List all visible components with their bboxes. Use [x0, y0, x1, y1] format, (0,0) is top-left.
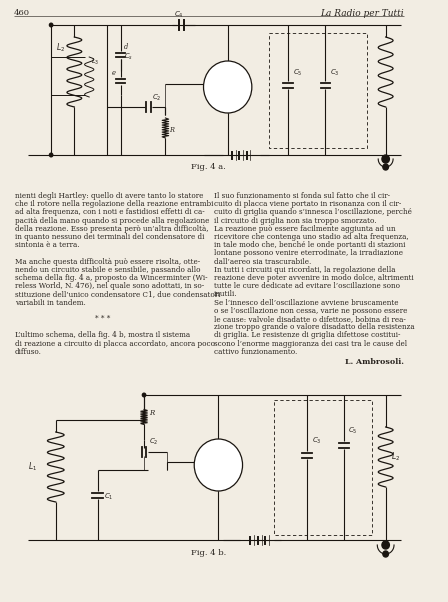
Text: variabili in tandem.: variabili in tandem.	[15, 299, 86, 306]
Text: di reazione a circuito di placca accordato, ancora poco: di reazione a circuito di placca accorda…	[15, 340, 215, 347]
Text: reless World, N. 476), nel quale sono adottati, in so-: reless World, N. 476), nel quale sono ad…	[15, 282, 204, 290]
Text: d: d	[124, 43, 128, 51]
Text: L’ultimo schema, della fig. 4 b, mostra il sistema: L’ultimo schema, della fig. 4 b, mostra …	[15, 331, 190, 340]
Text: in tale modo che, benché le onde portanti di stazioni: in tale modo che, benché le onde portant…	[214, 241, 405, 249]
Text: $C_3$: $C_3$	[330, 68, 340, 78]
Text: le cause: valvole disadatte o difettose, bobina di rea-: le cause: valvole disadatte o difettose,…	[214, 315, 405, 323]
Text: $L_3$: $L_3$	[91, 57, 99, 67]
Text: il circuito di griglia non sia troppo smorzato.: il circuito di griglia non sia troppo sm…	[214, 217, 376, 225]
Text: schema della fig. 4 a, proposto da Wincerminter (Wi-: schema della fig. 4 a, proposto da Wince…	[15, 274, 207, 282]
Text: cuito di griglia quando s’innesca l’oscillazione, perché: cuito di griglia quando s’innesca l’osci…	[214, 208, 412, 216]
Text: ricevitore che contenga uno stadio ad alta frequenza,: ricevitore che contenga uno stadio ad al…	[214, 233, 409, 241]
Text: $C_2$: $C_2$	[152, 93, 162, 103]
Text: nendo un circuito stabile e sensibile, passando allo: nendo un circuito stabile e sensibile, p…	[15, 266, 200, 274]
Text: $C_s$: $C_s$	[124, 52, 133, 62]
Text: $C_4$: $C_4$	[174, 10, 184, 20]
Text: Fig. 4 a.: Fig. 4 a.	[191, 163, 225, 171]
Text: ad alta frequenza, con i noti e fastidiosi effetti di ca-: ad alta frequenza, con i noti e fastidio…	[15, 208, 205, 216]
Text: * * *: * * *	[95, 315, 111, 323]
Text: che il rotore nella regolazione della reazione entrambi: che il rotore nella regolazione della re…	[15, 200, 213, 208]
Text: della reazione. Esso presenta però un’altra difficoltà,: della reazione. Esso presenta però un’al…	[15, 225, 208, 233]
Text: Se l’innesco dell’oscillazione avviene bruscamente: Se l’innesco dell’oscillazione avviene b…	[214, 299, 398, 306]
Text: Il suo funzionamento si fonda sul fatto che il cir-: Il suo funzionamento si fonda sul fatto …	[214, 192, 390, 200]
Text: cuito di placca viene portato in risonanza con il cir-: cuito di placca viene portato in risonan…	[214, 200, 401, 208]
Text: In tutti i circuiti qui ricordati, la regolazione della: In tutti i circuiti qui ricordati, la re…	[214, 266, 395, 274]
Circle shape	[203, 61, 252, 113]
Text: $L_2$: $L_2$	[391, 451, 401, 464]
Text: $C_1$: $C_1$	[104, 492, 114, 502]
Text: La reazione può essere facilmente aggiunta ad un: La reazione può essere facilmente aggiun…	[214, 225, 396, 233]
Circle shape	[49, 23, 53, 27]
Text: dall’aereo sia trascurabile.: dall’aereo sia trascurabile.	[214, 258, 311, 265]
Text: $L_2$: $L_2$	[56, 42, 65, 54]
Text: nienti degli Hartley: quello di avere tanto lo statore: nienti degli Hartley: quello di avere ta…	[15, 192, 203, 200]
Text: Ma anche questa difficoltà può essere risolta, otte-: Ma anche questa difficoltà può essere ri…	[15, 258, 200, 265]
Text: $L_1$: $L_1$	[28, 461, 37, 473]
Text: R: R	[149, 409, 154, 417]
Text: sintonia è a terra.: sintonia è a terra.	[15, 241, 79, 249]
Text: $C_2$: $C_2$	[149, 437, 158, 447]
Text: in quanto nessuno dei terminali del condensatore di: in quanto nessuno dei terminali del cond…	[15, 233, 204, 241]
Text: L. Ambrosoli.: L. Ambrosoli.	[345, 358, 404, 366]
Circle shape	[194, 439, 242, 491]
Text: inutili.: inutili.	[214, 290, 237, 299]
Text: 460: 460	[14, 9, 30, 17]
Text: stituzione dell’unico condensatore C1, due condensatori: stituzione dell’unico condensatore C1, d…	[15, 290, 220, 299]
Text: o se l’oscillazione non cessa, varie ne possono essere: o se l’oscillazione non cessa, varie ne …	[214, 307, 407, 315]
Text: scono l’enorme maggioranza dei casi tra le cause del: scono l’enorme maggioranza dei casi tra …	[214, 340, 407, 347]
Text: zione troppo grande o valore disadatto della resistenza: zione troppo grande o valore disadatto d…	[214, 323, 414, 331]
Text: $C_5$: $C_5$	[293, 68, 302, 78]
Text: e: e	[112, 69, 116, 77]
Circle shape	[382, 541, 389, 549]
Text: La Radio per Tutti: La Radio per Tutti	[321, 9, 404, 18]
Text: $C_5$: $C_5$	[349, 426, 358, 436]
Text: diffuso.: diffuso.	[15, 348, 42, 356]
Circle shape	[49, 153, 53, 157]
Text: R: R	[169, 126, 174, 134]
Text: $C_3$: $C_3$	[312, 436, 322, 446]
Circle shape	[382, 155, 389, 163]
Text: tutte le cure dedicate ad evitare l’oscillazione sono: tutte le cure dedicate ad evitare l’osci…	[214, 282, 400, 290]
Text: Fig. 4 b.: Fig. 4 b.	[190, 549, 226, 557]
Circle shape	[142, 393, 146, 397]
Text: pacità della mano quando si procede alla regolazione: pacità della mano quando si procede alla…	[15, 217, 209, 225]
Circle shape	[383, 164, 388, 170]
Text: di griglia. Le resistenze di griglia difettose costitui-: di griglia. Le resistenze di griglia dif…	[214, 331, 400, 340]
Text: cattivo funzionamento.: cattivo funzionamento.	[214, 348, 297, 356]
Text: lontane possono venire eterrodinate, la irradiazione: lontane possono venire eterrodinate, la …	[214, 249, 403, 258]
Circle shape	[383, 551, 388, 557]
Text: reazione deve poter avvenire in modo dolce, altrimenti: reazione deve poter avvenire in modo dol…	[214, 274, 414, 282]
